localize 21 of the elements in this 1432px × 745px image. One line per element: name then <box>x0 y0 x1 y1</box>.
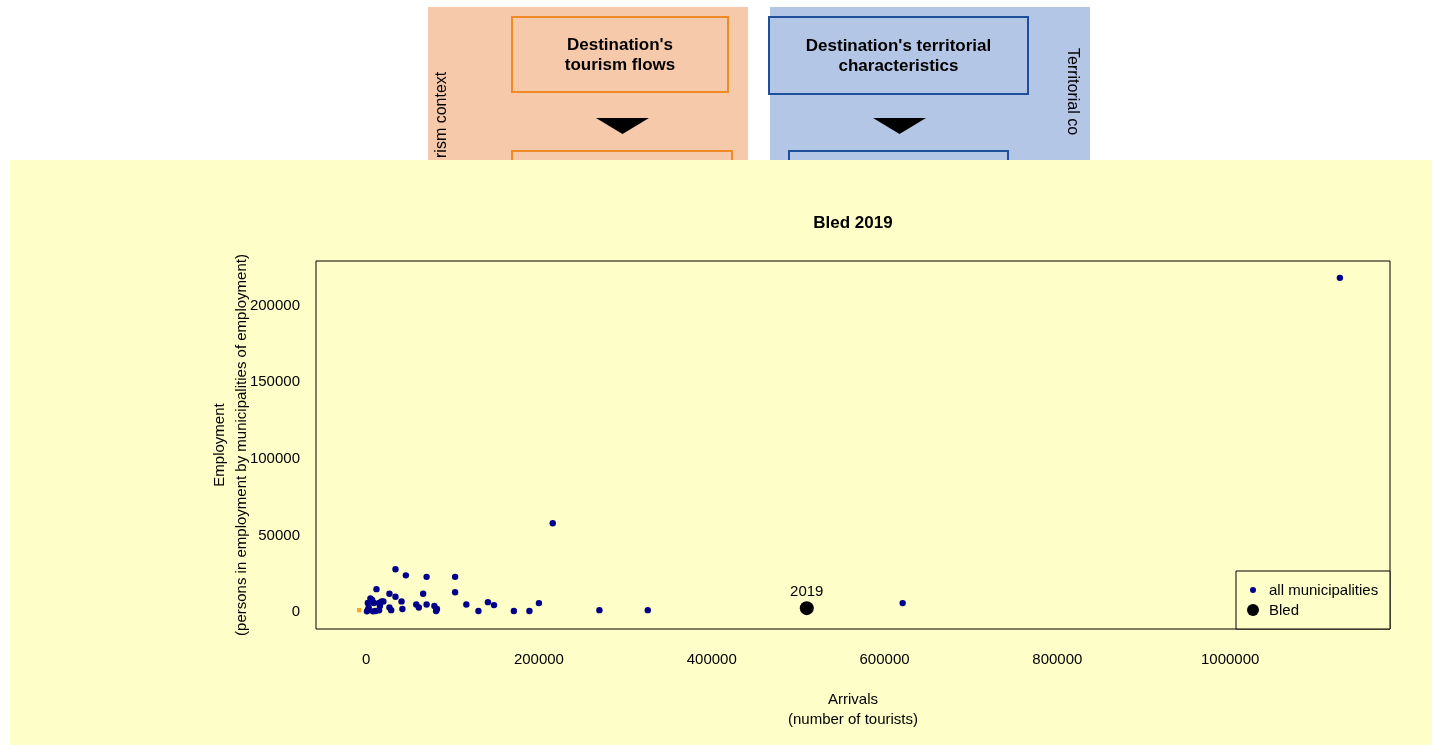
x-tick-label: 600000 <box>859 650 910 668</box>
y-tick-label: 100000 <box>249 448 300 466</box>
text: rism context <box>432 71 450 158</box>
legend-label: all municipalities <box>1269 581 1379 598</box>
y-tick-label: 50000 <box>258 525 300 543</box>
x-axis-title: Arrivals (number of tourists) <box>787 690 919 727</box>
legend-label: Bled <box>1269 601 1300 618</box>
y-tick-label: 0 <box>291 602 300 620</box>
y-tick-label: 200000 <box>249 295 300 313</box>
x-tick-label: 800000 <box>1032 650 1083 668</box>
x-tick-label: 0 <box>361 650 371 668</box>
y-tick-label: 150000 <box>249 372 300 390</box>
text: Territorial co <box>1064 48 1082 136</box>
x-tick-label: 1000000 <box>1200 650 1260 668</box>
x-tick-label: 200000 <box>513 650 564 668</box>
x-tick-label: 400000 <box>686 650 737 668</box>
annotation: 2019 <box>790 582 824 600</box>
y-axis-title: Employment (persons in employment by municipalities of employment) <box>210 254 249 636</box>
text: Destination's tourism flows <box>511 16 729 93</box>
text: Destination's territorial characteristics <box>768 16 1029 95</box>
chart-title: Bled 2019 <box>813 213 893 232</box>
